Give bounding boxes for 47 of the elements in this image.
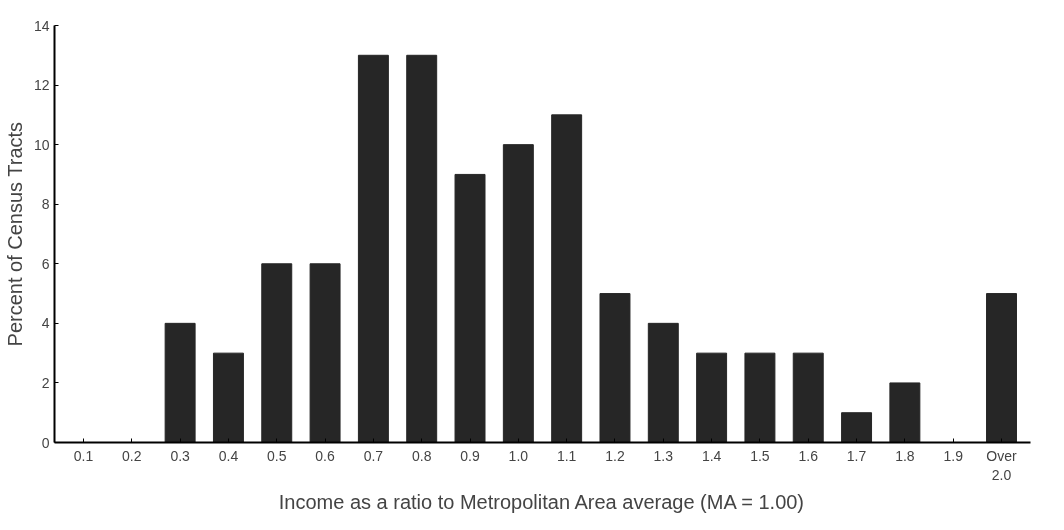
- y-tick-label: 6: [41, 255, 50, 272]
- bar: [986, 293, 1017, 443]
- y-tick-label: 2: [41, 374, 50, 391]
- x-tick-label: 0.7: [363, 447, 384, 464]
- x-tick-label: 1.7: [846, 447, 867, 464]
- x-tick-label: 1.6: [798, 447, 819, 464]
- x-tick-label: 0.5: [267, 447, 287, 464]
- bar: [502, 144, 534, 443]
- bar: [841, 412, 873, 443]
- x-tick-label: 0.9: [460, 447, 480, 464]
- x-tick-label: 1.0: [508, 447, 529, 464]
- x-tick-label: 0.8: [411, 447, 432, 464]
- x-tick-label: 1.4: [701, 447, 722, 464]
- bar: [357, 54, 389, 443]
- y-tick-label: 0: [41, 434, 50, 451]
- x-tick-label: 0.2: [122, 447, 142, 464]
- bar: [164, 322, 196, 443]
- bar: [551, 114, 583, 443]
- bar: [647, 322, 679, 443]
- bar: [454, 173, 486, 443]
- x-tick-label: 0.4: [218, 447, 239, 464]
- bar: [309, 263, 341, 443]
- y-tick-label: 10: [33, 136, 50, 153]
- bar: [261, 263, 293, 443]
- bar: [889, 382, 921, 443]
- x-tick-label: 1.5: [750, 447, 770, 464]
- y-tick-label: 12: [33, 77, 50, 94]
- y-tick-label: 4: [41, 315, 50, 332]
- x-tick-label: 0.6: [315, 447, 336, 464]
- bar: [696, 352, 728, 443]
- x-axis-title: Income as a ratio to Metropolitan Area average (MA = 1.00): [278, 490, 805, 513]
- bar: [744, 352, 776, 443]
- y-axis-title: Percent of Census Tracts: [3, 121, 26, 347]
- y-tick-label: 14: [33, 17, 50, 34]
- bar: [792, 352, 824, 443]
- y-tick-label: 8: [41, 196, 50, 213]
- x-tick-label: Over 2.0: [986, 447, 1018, 483]
- x-tick-label: 1.9: [943, 447, 964, 464]
- bar: [599, 293, 631, 443]
- x-tick-label: 1.8: [895, 447, 915, 464]
- x-tick-label: 0.3: [170, 447, 191, 464]
- bar: [406, 54, 438, 443]
- bar: [212, 352, 244, 443]
- x-tick-label: 1.2: [605, 447, 625, 464]
- x-tick-label: 1.1: [556, 447, 577, 464]
- x-tick-label: 1.3: [653, 447, 674, 464]
- x-tick-label: 0.1: [73, 447, 94, 464]
